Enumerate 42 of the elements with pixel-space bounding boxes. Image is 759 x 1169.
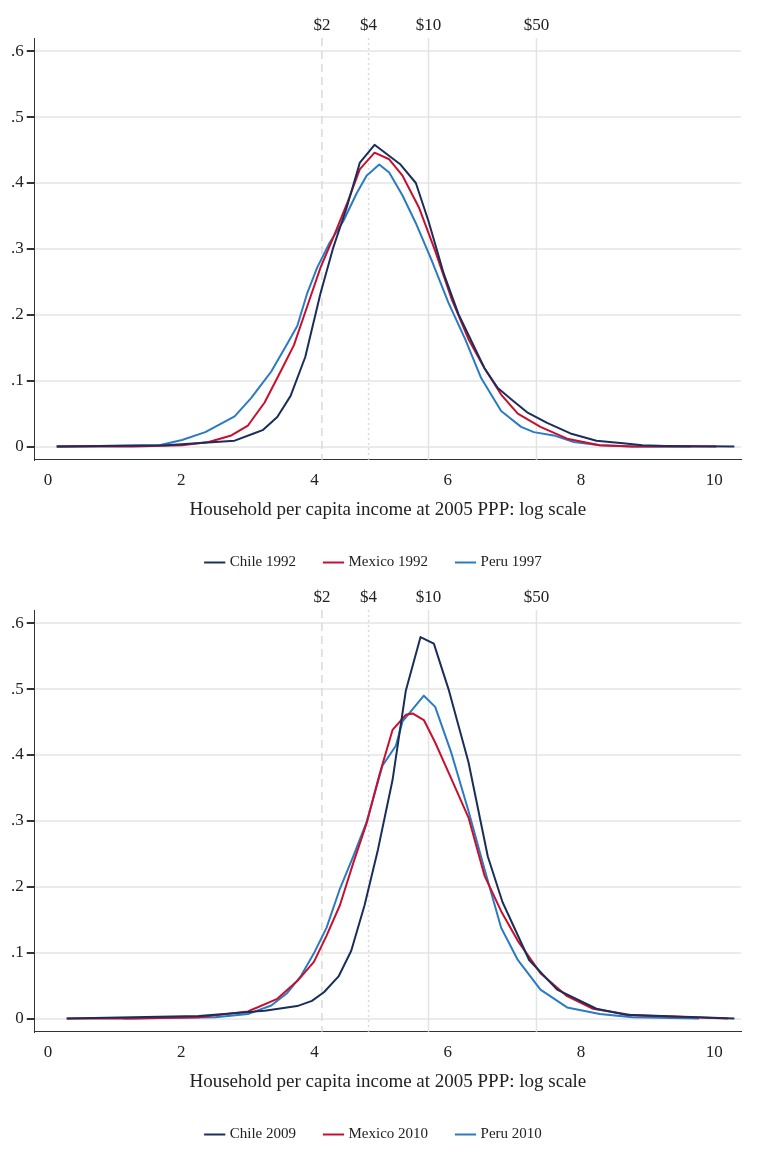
y-tick-label: .4 [11, 172, 25, 192]
legend-label: Mexico 2010 [348, 1125, 429, 1142]
y-tick-label: 0 [15, 436, 24, 456]
x-tick-label: 0 [43, 470, 53, 490]
text: $10 [415, 14, 442, 34]
y-tick-label: 0 [15, 1008, 24, 1028]
y-tick-label: .5 [11, 678, 24, 698]
y-tick-label: .5 [11, 106, 24, 126]
text: $50 [523, 586, 550, 606]
y-tick-label: .4 [11, 744, 25, 764]
text: $4 [360, 14, 378, 34]
x-tick-label: 0 [43, 1042, 53, 1062]
legend-label: Mexico 1992 [348, 553, 429, 570]
legend-label: Peru 2010 [480, 1125, 542, 1142]
x-tick-label: 4 [310, 470, 320, 490]
y-tick-label: .6 [11, 612, 24, 632]
text: $50 [523, 14, 550, 34]
y-tick-label: .3 [11, 810, 24, 830]
y-tick-label: .6 [11, 40, 24, 60]
x-tick-label: 6 [443, 1042, 453, 1062]
text: $2 [313, 14, 331, 34]
y-tick-label: .1 [11, 942, 24, 962]
x-tick-label: 8 [576, 1042, 586, 1062]
y-tick-label: .1 [11, 370, 24, 390]
x-tick-label: 10 [705, 1042, 723, 1062]
legend-label: Chile 1992 [229, 553, 296, 570]
text: $10 [415, 586, 442, 606]
x-tick-label: 8 [576, 470, 586, 490]
x-axis-title: Household per capita income at 2005 PPP: log scale [189, 497, 587, 519]
y-tick-label: .2 [11, 876, 24, 896]
text: $4 [360, 586, 378, 606]
text: $2 [313, 586, 331, 606]
legend-label: Peru 1997 [480, 553, 543, 570]
x-tick-label: 6 [443, 470, 453, 490]
legend-label: Chile 2009 [229, 1125, 296, 1142]
x-tick-label: 2 [177, 1042, 186, 1062]
y-tick-label: .2 [11, 304, 24, 324]
x-tick-label: 10 [705, 470, 723, 490]
x-tick-label: 2 [177, 470, 186, 490]
x-tick-label: 4 [310, 1042, 320, 1062]
x-axis-title: Household per capita income at 2005 PPP: log scale [189, 1069, 587, 1091]
y-tick-label: .3 [11, 238, 24, 258]
